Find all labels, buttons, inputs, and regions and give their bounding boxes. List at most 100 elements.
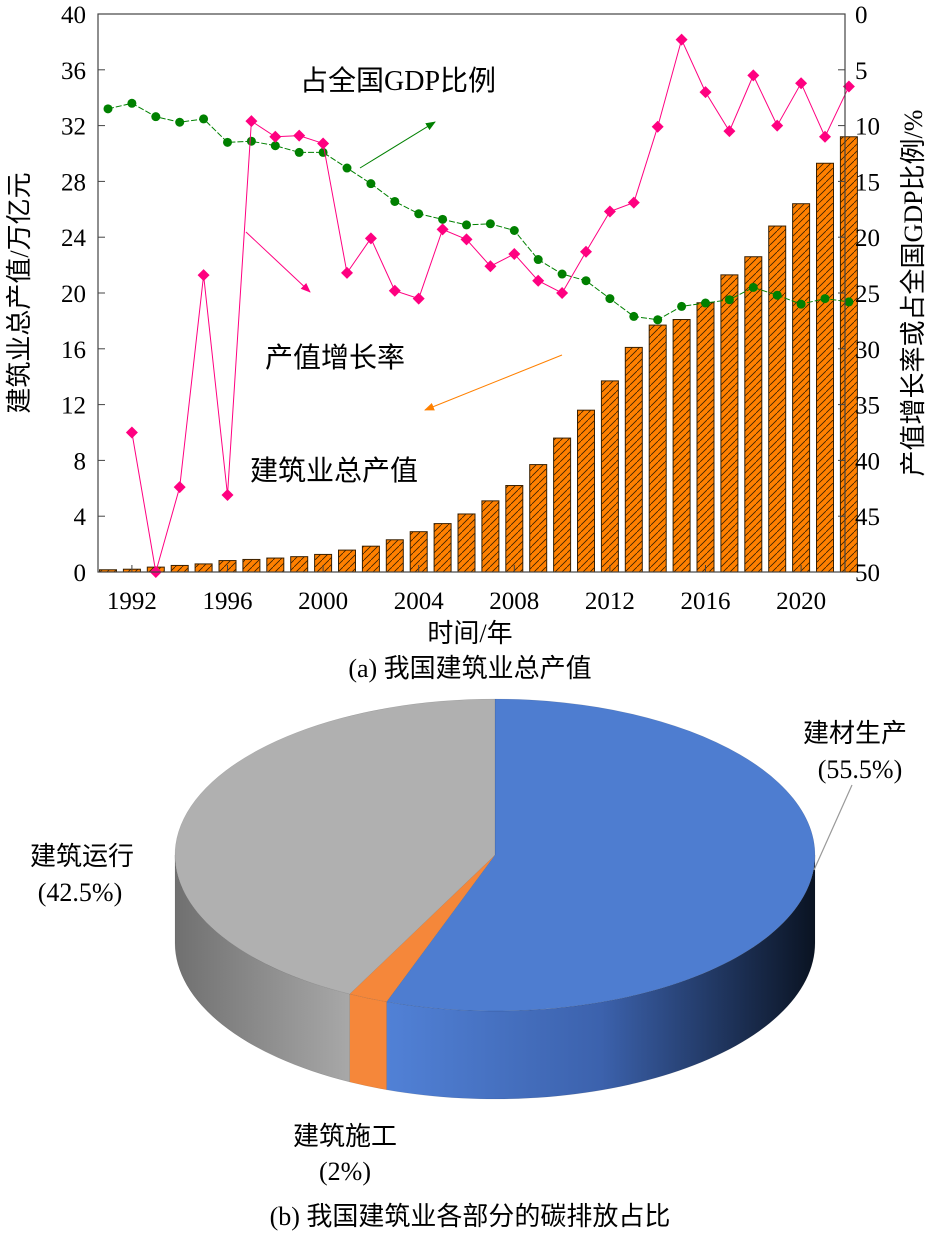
gdp-share-point (605, 294, 615, 304)
left-tick-label: 24 (61, 225, 87, 252)
x-tick-label: 2016 (681, 588, 731, 615)
bar (505, 485, 524, 573)
gdp-share-point (438, 214, 448, 224)
left-tick-label: 20 (61, 281, 86, 308)
growth-rate-point (795, 77, 808, 90)
gdp-share-point (581, 276, 591, 286)
x-tick-label: 2000 (298, 588, 348, 615)
bar (600, 380, 619, 573)
slice-label-name: 建筑运行 (30, 842, 134, 871)
growth-rate-point (556, 287, 569, 299)
growth-rate-point (436, 223, 449, 236)
bar (290, 556, 309, 573)
bar (385, 539, 404, 573)
bar (768, 225, 787, 573)
bar (577, 409, 595, 573)
growth-rate-point (388, 284, 401, 297)
right-tick-label: 25 (855, 281, 880, 308)
gdp-share-point (820, 294, 830, 304)
growth-rate-point (173, 481, 186, 494)
gdp-share-point (103, 104, 113, 114)
gdp-share-point (342, 163, 352, 173)
gdp-share-point (844, 297, 854, 307)
bar (194, 563, 213, 573)
left-tick-label: 40 (61, 2, 86, 29)
gdp-share-point (748, 282, 758, 292)
bar (529, 464, 548, 573)
bar (266, 557, 285, 573)
growth-rate-point (364, 232, 377, 245)
bar (457, 513, 476, 573)
pie-side-construction (349, 993, 387, 1091)
pie-chart: 建材生产 (55.5%) 建筑运行 (42.5%) 建筑施工 (2%) (b) … (30, 698, 907, 1231)
left-tick-label: 0 (74, 560, 87, 587)
gdp-share-point (390, 196, 400, 206)
growth-rate-line (131, 38, 850, 573)
growth-rate-point (221, 488, 234, 501)
annotation-growth: 产值增长率 (265, 342, 405, 374)
bar (170, 564, 189, 573)
gdp-share-point (199, 114, 209, 124)
growth-rate-point (317, 137, 330, 150)
bar (648, 324, 667, 573)
arrow-output (424, 354, 563, 411)
annotation-gdp: 占全国GDP比例 (300, 65, 496, 97)
bar (361, 545, 380, 573)
right-tick-label: 20 (855, 225, 880, 252)
slice-label-pct: (42.5%) (38, 878, 122, 907)
growth-rate-point (125, 426, 138, 439)
gdp-share-point (127, 98, 137, 108)
gdp-share-point (366, 179, 376, 189)
x-axis-label: 时间/年 (427, 619, 512, 648)
bar (720, 274, 739, 573)
x-tick-label: 2004 (394, 588, 445, 615)
right-tick-label: 50 (855, 560, 880, 587)
gdp-share-point (151, 112, 161, 122)
pie-slice (349, 854, 496, 1003)
left-tick-label: 16 (61, 337, 86, 364)
right-tick-label: 40 (855, 448, 880, 475)
gdp-share-point (557, 269, 567, 279)
growth-rate-point (675, 33, 688, 46)
bar (816, 162, 834, 573)
gdp-share-point (701, 298, 710, 308)
right-tick-label: 15 (855, 169, 880, 196)
gdp-share-point (270, 141, 280, 151)
gdp-share-point (533, 255, 543, 265)
arrow-growth (245, 231, 311, 293)
growth-rate-point (699, 86, 712, 99)
gdp-share-point (414, 209, 424, 219)
gdp-share-point (677, 301, 687, 311)
left-tick-label: 8 (74, 448, 87, 475)
growth-rate-point (651, 120, 664, 133)
left-tick-label: 36 (61, 58, 86, 85)
gdp-share-point (294, 147, 304, 157)
growth-rate-point (723, 125, 736, 138)
growth-rate-point (269, 130, 282, 143)
right-tick-label: 5 (855, 58, 868, 85)
growth-rate-point (842, 80, 855, 93)
bar (433, 523, 452, 573)
growth-rate-point (197, 269, 210, 282)
growth-rate-point (627, 196, 640, 209)
x-tick-label: 1996 (203, 588, 253, 615)
right-tick-label: 35 (855, 393, 880, 420)
caption-b: (b) 我国建筑业各部分的碳排放占比 (270, 1202, 671, 1231)
gdp-share-point (485, 219, 495, 229)
growth-rate-point (532, 274, 545, 287)
gdp-share-point (796, 299, 806, 309)
gdp-share-point (462, 220, 471, 230)
growth-rate-point (341, 266, 353, 279)
right-tick-label: 10 (855, 114, 880, 141)
right-tick-label: 30 (855, 337, 880, 364)
bar (792, 203, 811, 573)
left-axis-label: 建筑业总产值/万亿元 (5, 172, 34, 413)
growth-rate-point (819, 130, 831, 143)
gdp-share-point (724, 295, 734, 305)
bar (553, 437, 572, 573)
caption-a: (a) 我国建筑业总产值 (348, 654, 591, 683)
x-tick-label: 1992 (107, 588, 157, 615)
left-tick-label: 28 (61, 169, 86, 196)
slice-label-pct: (2%) (319, 1157, 371, 1186)
